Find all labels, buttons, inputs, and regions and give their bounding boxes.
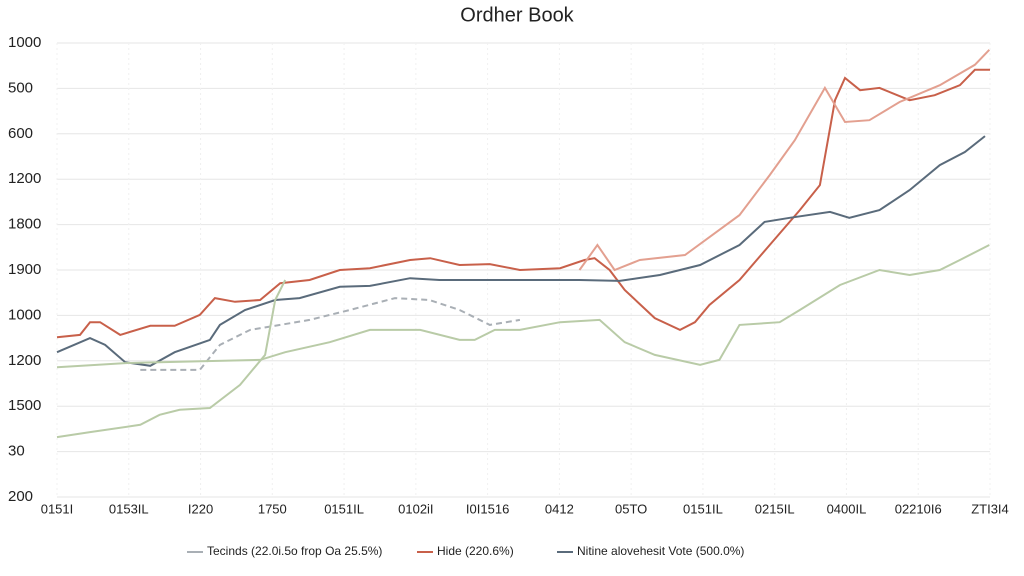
legend-label: Hide (220.6%) xyxy=(437,544,514,558)
x-tick-label: 0153IL xyxy=(109,501,149,516)
y-tick-label: 1200 xyxy=(8,170,41,187)
y-tick-label: 500 xyxy=(8,79,33,96)
x-tick-label: I0I1516 xyxy=(466,501,509,516)
x-tick-label: I220 xyxy=(188,501,213,516)
x-tick-label: 0412 xyxy=(545,501,574,516)
x-tick-label: 1750 xyxy=(258,501,287,516)
y-tick-label: 600 xyxy=(8,125,33,142)
series-line xyxy=(56,279,287,439)
x-tick-label: 0151IL xyxy=(324,501,364,516)
y-tick-label: 30 xyxy=(8,443,25,460)
x-tick-label: 05TO xyxy=(615,501,647,516)
legend-label: Nitine alovehesit Vote (500.0%) xyxy=(577,544,744,558)
x-tick-label: 02210I6 xyxy=(895,501,942,516)
chart-title: Ordher Book xyxy=(460,4,574,26)
series-line xyxy=(56,244,990,369)
x-tick-label: 0151I xyxy=(41,501,74,516)
y-tick-label: 200 xyxy=(8,488,33,505)
series-line xyxy=(578,49,991,272)
y-tick-label: 1000 xyxy=(8,34,41,51)
x-tick-label: 0215IL xyxy=(755,501,795,516)
y-tick-label: 1500 xyxy=(8,397,41,414)
y-tick-label: 1000 xyxy=(8,306,41,323)
y-tick-label: 1900 xyxy=(8,261,41,278)
y-tick-label: 1200 xyxy=(8,352,41,369)
x-tick-label: 0102iI xyxy=(398,501,433,516)
y-tick-label: 1800 xyxy=(8,216,41,233)
x-tick-label: 0400IL xyxy=(827,501,867,516)
series-line xyxy=(56,135,986,367)
x-tick-label: 0151IL xyxy=(683,501,723,516)
series-line xyxy=(140,297,521,371)
legend-label: Tecinds (22.0i.5o frop Oa 25.5%) xyxy=(207,544,382,558)
x-tick-label: ZTI3I4 xyxy=(971,501,1009,516)
series-line xyxy=(56,68,990,339)
